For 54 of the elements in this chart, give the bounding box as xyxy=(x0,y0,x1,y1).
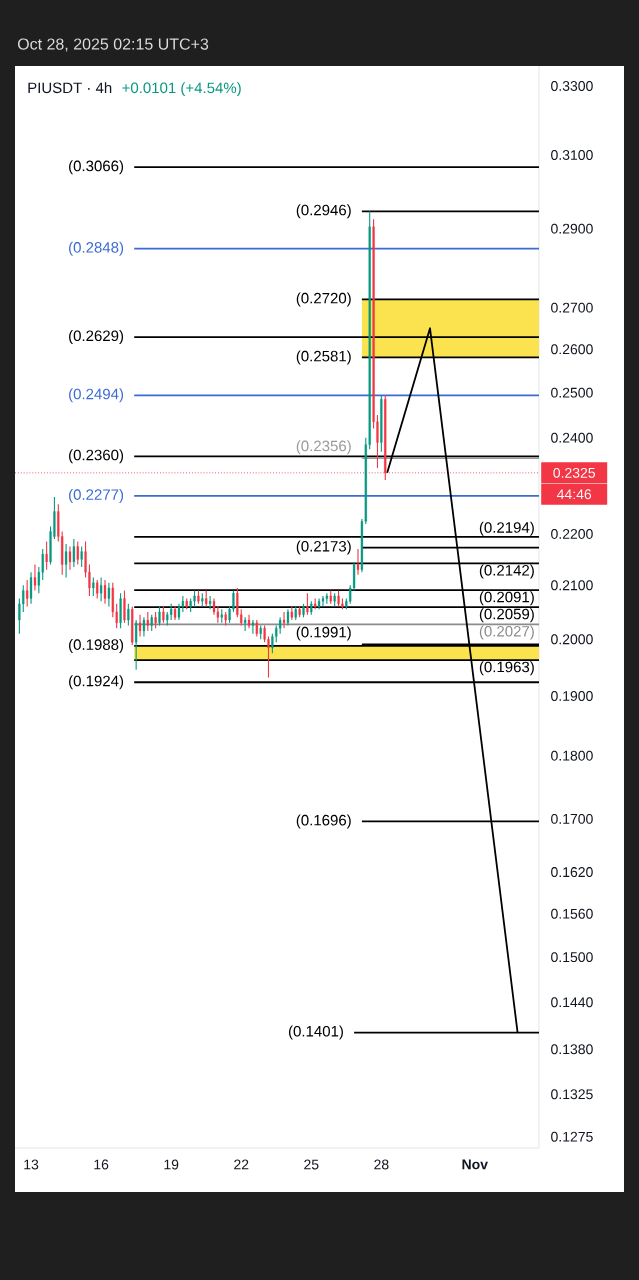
y-tick-label: 0.1900 xyxy=(551,691,593,701)
x-tick-label: Nov xyxy=(462,1159,488,1170)
x-tick-label: 13 xyxy=(24,1159,39,1170)
y-tick-label: 0.2700 xyxy=(551,302,593,313)
series-label: (0.2720) xyxy=(296,292,351,307)
y-tick-label: 0.1380 xyxy=(551,1044,593,1055)
series-label: (0.2027) xyxy=(479,625,534,640)
y-tick-label: 0.1325 xyxy=(551,1089,593,1100)
series-label: (0.3066) xyxy=(69,160,124,175)
series-label: (0.1924) xyxy=(69,675,124,690)
y-tick-label: 0.2400 xyxy=(551,432,593,443)
series-label: (0.1988) xyxy=(69,638,124,653)
series-label: (0.2848) xyxy=(69,241,124,256)
y-tick-label: 0.2200 xyxy=(551,528,593,539)
text: PIUSDT · 4h xyxy=(28,82,112,94)
y-tick-label: 0.3300 xyxy=(551,80,593,91)
series-label: (0.2277) xyxy=(69,488,124,503)
text: 44:46 xyxy=(556,489,592,500)
series-label: (0.2059) xyxy=(479,608,534,623)
text: Oct 28, 2025 02:15 UTC+3 xyxy=(17,38,209,52)
series-label: (0.1963) xyxy=(479,661,534,676)
series-label: (0.2494) xyxy=(69,388,124,403)
series-label: (0.2629) xyxy=(69,330,124,345)
x-tick-label: 19 xyxy=(164,1159,179,1170)
y-tick-label: 0.1500 xyxy=(551,952,593,963)
series-label: (0.2356) xyxy=(296,440,351,455)
series-label: (0.1401) xyxy=(288,1025,343,1040)
y-tick-label: 0.1800 xyxy=(551,750,593,761)
x-tick-label: 25 xyxy=(304,1159,319,1170)
series-label: (0.2946) xyxy=(296,204,351,219)
series-label: (0.1991) xyxy=(296,626,351,641)
series-label: (0.2581) xyxy=(296,350,351,365)
y-tick-label: 0.2000 xyxy=(551,634,593,645)
series-label: (0.2194) xyxy=(479,521,534,536)
y-tick-label: 0.1620 xyxy=(551,867,593,878)
x-tick-label: 16 xyxy=(94,1159,109,1170)
y-tick-label: 0.2900 xyxy=(551,223,593,234)
x-tick-label: 22 xyxy=(234,1159,249,1170)
y-tick-label: 0.2100 xyxy=(551,580,593,591)
x-tick-label: 28 xyxy=(374,1159,389,1170)
y-tick-label: 0.2600 xyxy=(551,344,593,355)
y-tick-label: 0.1440 xyxy=(551,997,593,1008)
series-label: (0.2142) xyxy=(479,564,534,579)
y-tick-label: 0.1275 xyxy=(551,1131,593,1142)
ref-line-label: 0.2325 xyxy=(553,467,596,478)
series-label: (0.1696) xyxy=(296,814,351,829)
y-tick-label: 0.3100 xyxy=(551,150,593,160)
y-tick-label: 0.1560 xyxy=(551,908,593,919)
y-tick-label: 0.1700 xyxy=(551,813,593,824)
y-tick-label: 0.2500 xyxy=(551,387,593,398)
text: +0.0101 (+4.54%) xyxy=(122,82,241,97)
series-label: (0.2360) xyxy=(69,449,124,464)
series-label: (0.2091) xyxy=(479,591,534,606)
series-label: (0.2173) xyxy=(296,540,351,555)
